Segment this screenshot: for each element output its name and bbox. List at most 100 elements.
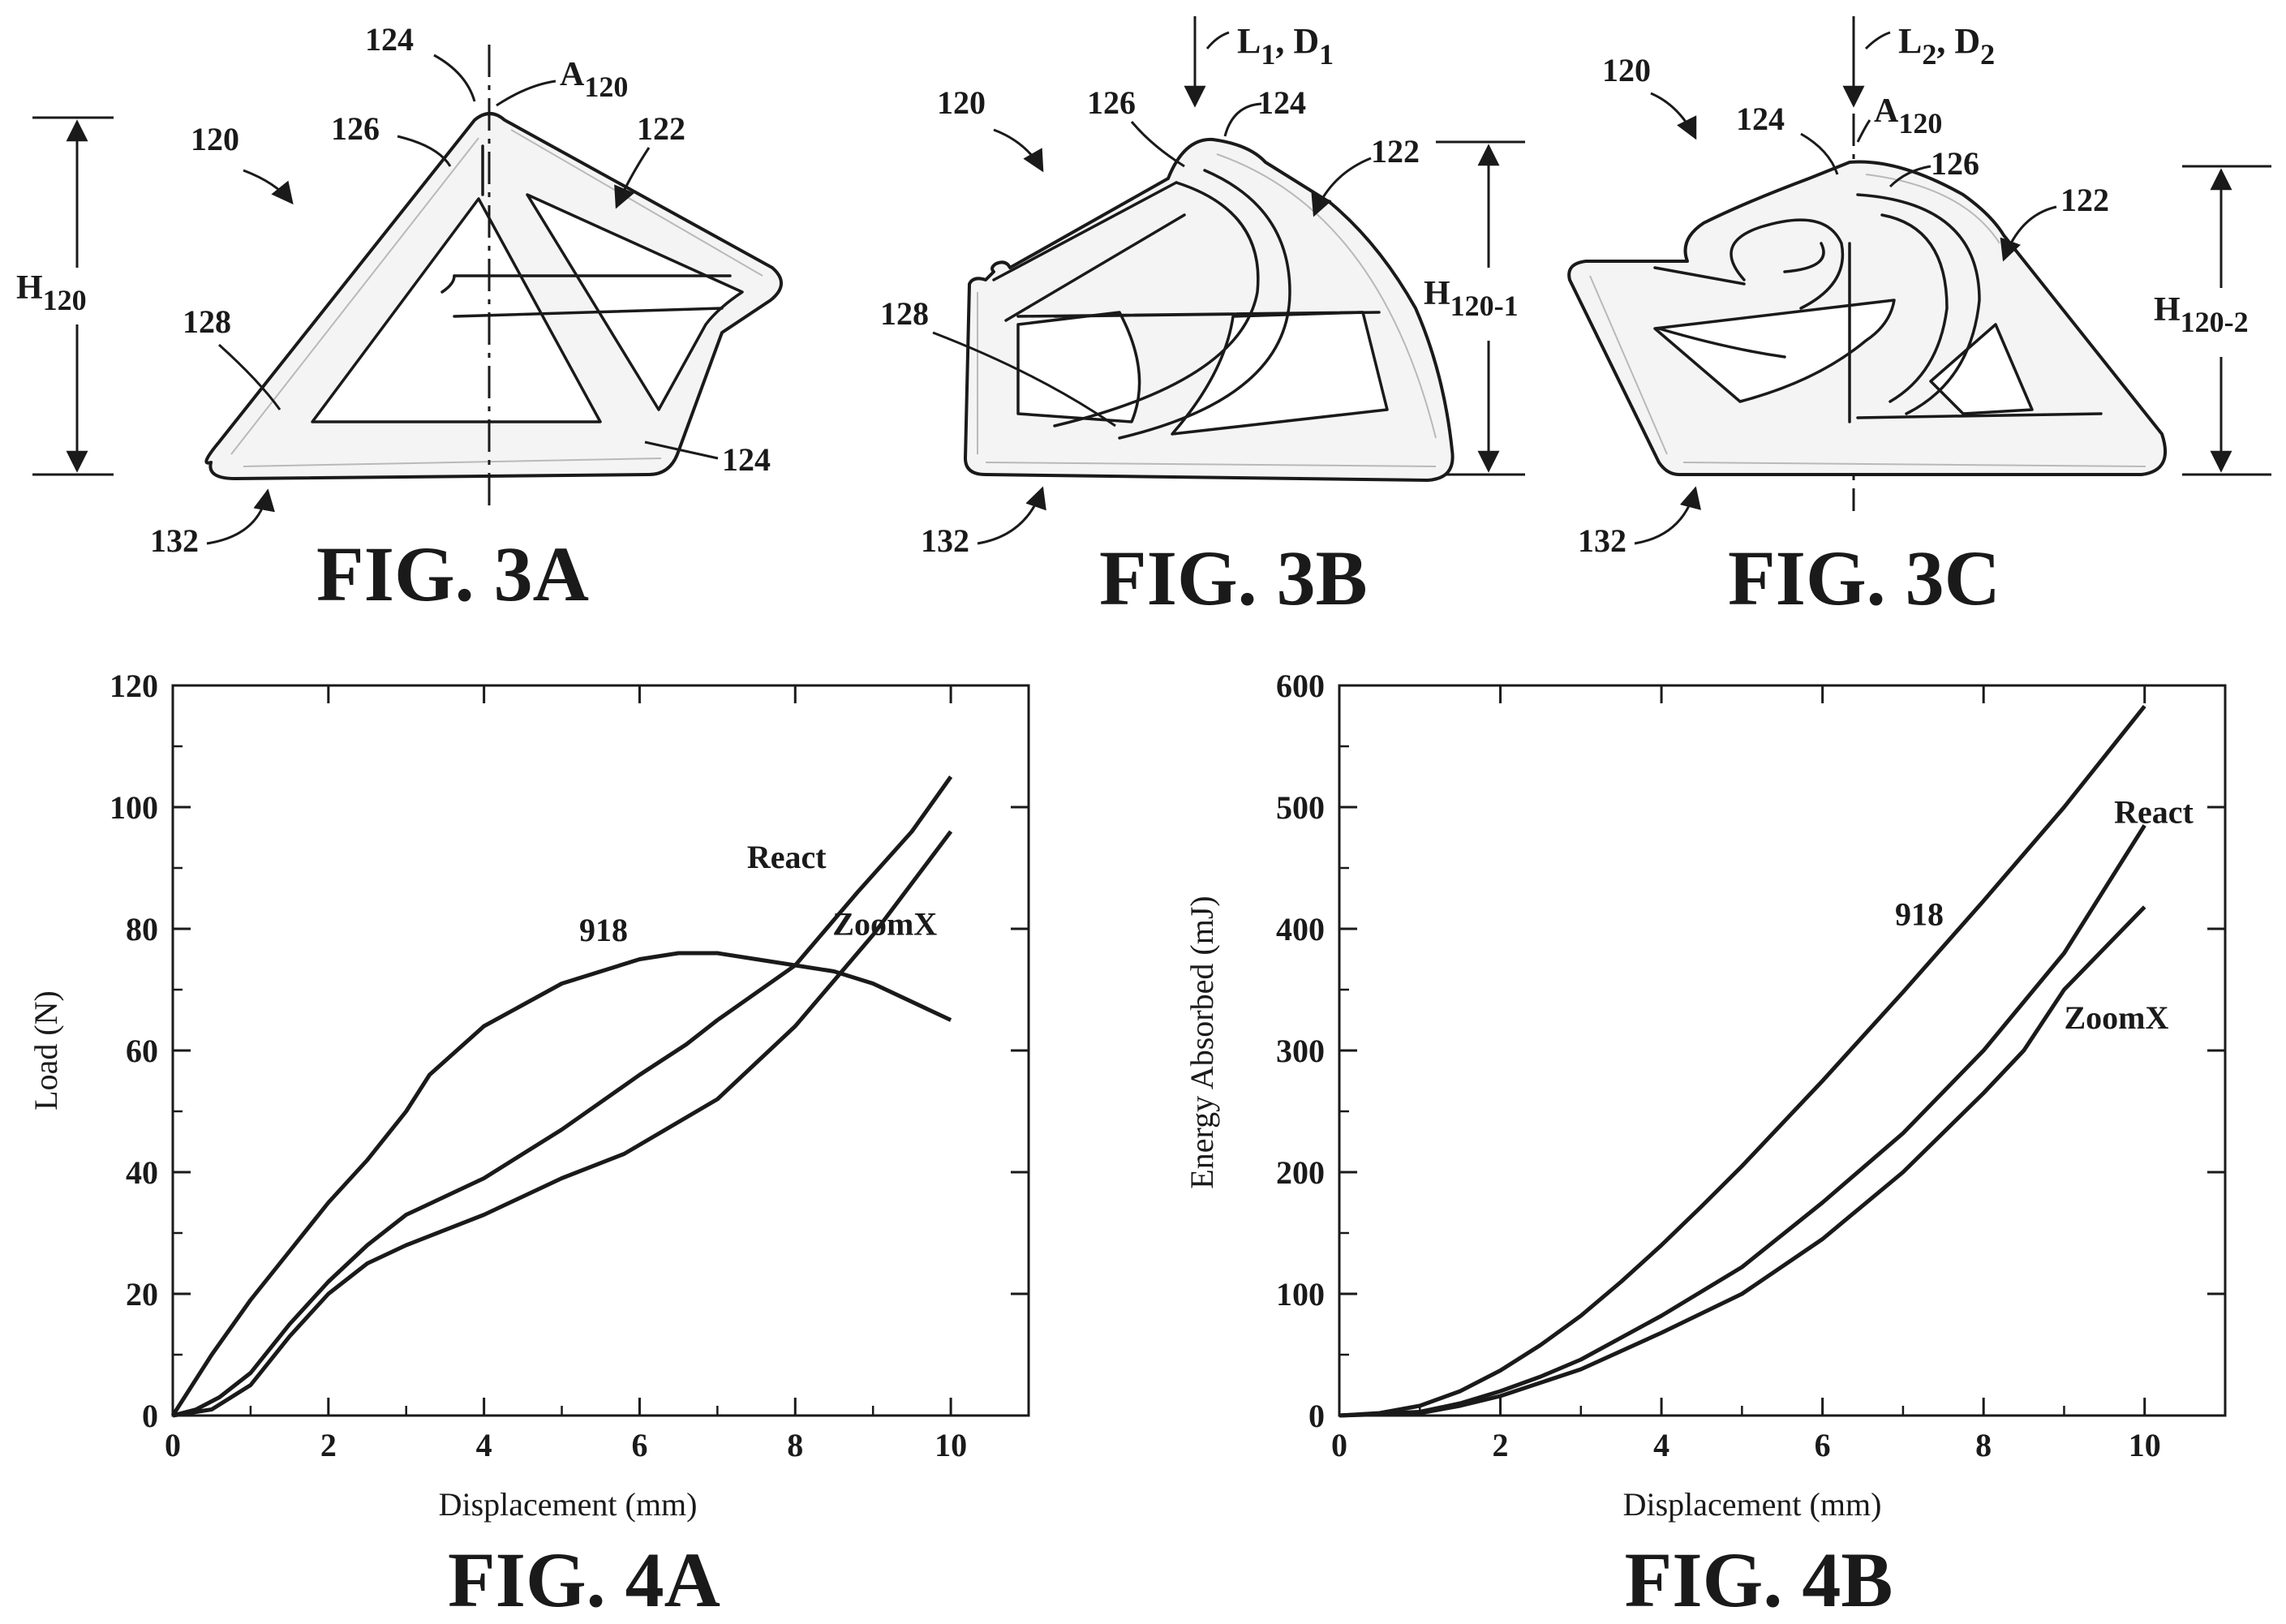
bent-tube-upper: [992, 181, 1186, 322]
y-tick-label: 600: [1276, 668, 1325, 704]
x-axis-label: Displacement (mm): [1623, 1486, 1882, 1523]
ref-120: 120: [1602, 52, 1651, 88]
fig-3a: H120 124 A120 126 120 122 128 124 132 FI…: [16, 21, 783, 617]
ref-128: 128: [183, 303, 231, 340]
y-tick-label: 120: [110, 668, 158, 704]
leader-124-bottom: [644, 440, 719, 460]
leader-124: [1800, 132, 1839, 175]
leader-120: [1650, 92, 1697, 140]
leader-124: [1223, 102, 1262, 137]
y-tick-label: 40: [126, 1154, 158, 1191]
leader-132: [977, 486, 1046, 545]
ref-124-top: 124: [365, 21, 414, 58]
ref-120: 120: [937, 84, 986, 121]
series-label-react: React: [2114, 794, 2194, 831]
axis-label: A120: [1874, 92, 1942, 140]
structure-opening: [1653, 299, 1896, 403]
structure-opening-right: [1929, 323, 2034, 415]
y-tick-label: 80: [126, 911, 158, 947]
y-tick-label: 300: [1276, 1033, 1325, 1069]
structure-opening-right: [526, 193, 744, 411]
y-tick-label: 60: [126, 1033, 158, 1069]
x-tick-label: 6: [631, 1427, 647, 1463]
strut-seams: [440, 144, 484, 294]
x-tick-label: 0: [165, 1427, 181, 1463]
leader-120: [993, 128, 1044, 173]
x-axis-label: Displacement (mm): [439, 1486, 698, 1523]
leader-132: [206, 488, 275, 545]
x-tick-label: 8: [1975, 1427, 1992, 1463]
fig-4b-caption: FIG. 4B: [1625, 1536, 1893, 1623]
leader-126: [1889, 165, 1931, 188]
y-tick-label: 100: [110, 789, 158, 826]
y-tick-label: 20: [126, 1276, 158, 1313]
base-struts: [1848, 242, 2103, 423]
x-tick-label: 4: [476, 1427, 492, 1463]
fig-3b: L1, D1 H120-1 120 126 124 122 128 132 FI…: [880, 16, 1525, 621]
rear-struts: [1016, 311, 1381, 318]
plot-frame: [171, 684, 1030, 1417]
leader-122: [2000, 205, 2057, 262]
chart-fig-4b: Energy Absorbed (mJ) Displacement (mm) 0…: [1184, 668, 2227, 1623]
x-tick-label: 10: [2129, 1427, 2161, 1463]
y-tick-label: 100: [1276, 1276, 1325, 1313]
x-tick-label: 6: [1815, 1427, 1831, 1463]
fig-4a-caption: FIG. 4A: [448, 1536, 720, 1623]
load-label-l2: L2, D2: [1898, 21, 1995, 71]
y-tick-label: 0: [1308, 1398, 1325, 1434]
ref-122: 122: [2060, 182, 2109, 218]
rear-struts: [453, 274, 732, 318]
tube-highlights: [1589, 174, 2146, 467]
structure-opening: [311, 197, 602, 423]
x-tick-label: 10: [935, 1427, 967, 1463]
height-label: H120-1: [1424, 275, 1519, 322]
load-label-l1: L1, D1: [1237, 21, 1334, 71]
leader-132: [1634, 486, 1701, 545]
leader-126: [1130, 121, 1185, 168]
ref-126: 126: [331, 110, 380, 147]
series-line-zoomx: [172, 830, 953, 1418]
x-tick-label: 2: [320, 1427, 337, 1463]
leader-128: [932, 331, 1116, 427]
y-axis-label: Energy Absorbed (mJ): [1184, 896, 1220, 1188]
x-tick-label: 2: [1493, 1427, 1509, 1463]
series-label-zoomx: ZoomX: [832, 906, 937, 943]
ref-124-bottom: 124: [722, 441, 771, 478]
series-line-918: [170, 951, 952, 1417]
height-label: H120: [16, 269, 87, 316]
x-tick-label: 0: [1331, 1427, 1347, 1463]
x-tick-label: 4: [1653, 1427, 1669, 1463]
y-axis-label: Load (N): [28, 990, 64, 1111]
ref-132: 132: [921, 522, 969, 559]
ref-128: 128: [880, 295, 929, 332]
ref-120: 120: [191, 121, 239, 157]
series-line-zoomx: [1339, 905, 2146, 1418]
leader-128: [217, 343, 281, 410]
y-tick-label: 200: [1276, 1154, 1325, 1191]
series-line-react: [172, 775, 953, 1418]
series-label-918: 918: [1895, 896, 1944, 933]
series-label-918: 918: [579, 912, 628, 948]
y-tick-label: 400: [1276, 911, 1325, 947]
folded-tube: [1653, 266, 1786, 359]
ref-132: 132: [1578, 522, 1626, 559]
series-line-react: [1339, 824, 2146, 1418]
leader-axis: [1856, 119, 1871, 143]
y-tick-label: 0: [142, 1398, 158, 1434]
leader-load-l2: [1864, 31, 1891, 50]
ref-122: 122: [637, 110, 685, 147]
fig-3b-caption: FIG. 3B: [1099, 535, 1368, 621]
series-label-react: React: [747, 839, 827, 875]
tube-highlights: [977, 153, 1437, 467]
leader-load-l1: [1205, 31, 1230, 49]
y-tick-label: 500: [1276, 789, 1325, 826]
leader-120: [243, 169, 294, 205]
ref-132: 132: [150, 522, 199, 559]
structure-opening: [1016, 311, 1141, 423]
bent-tube-126: [1053, 169, 1291, 440]
series-label-zoomx: ZoomX: [2064, 999, 2168, 1036]
height-label: H120-2: [2154, 291, 2249, 338]
